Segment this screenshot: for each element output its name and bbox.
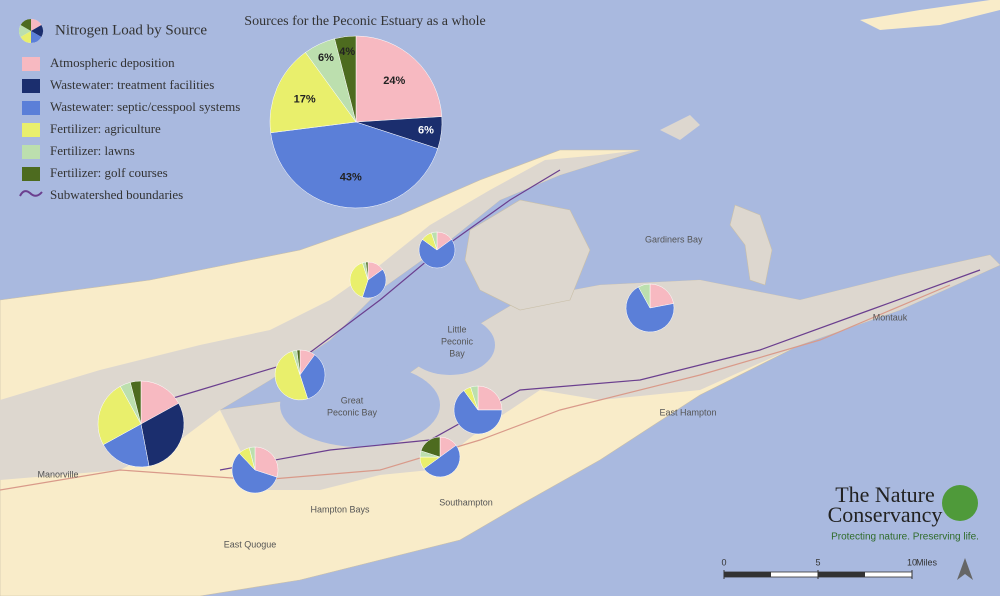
pie-slice (453, 390, 503, 435)
pie-slice (102, 423, 150, 468)
pie-slice (649, 283, 674, 309)
legend-label: Fertilizer: lawns (50, 143, 135, 158)
chart-title: Sources for the Peconic Estuary as a who… (244, 14, 485, 29)
legend-label: Fertilizer: agriculture (50, 121, 161, 136)
place-label: Peconic (441, 336, 474, 346)
legend-icon-slice (20, 19, 31, 31)
place-label: Bay (449, 348, 465, 358)
pie-slice (274, 350, 309, 401)
subwatershed-boundary (99, 169, 561, 421)
legend-swatch (22, 145, 40, 159)
legend-label: Atmospheric deposition (50, 55, 175, 70)
place-label: Montauk (873, 312, 908, 322)
legend-label: Subwatershed boundaries (50, 187, 183, 202)
data-label: 17% (294, 94, 316, 106)
boundary-swatch (19, 190, 43, 197)
legend-icon-slice (20, 31, 31, 43)
north-arrow (957, 558, 973, 580)
logo-mark (942, 485, 978, 521)
pie-slice (140, 402, 185, 467)
pie-slice (130, 380, 142, 425)
place-label: East Quogue (224, 539, 277, 549)
logo-text: The Nature (835, 482, 935, 507)
pie-slice (269, 52, 357, 134)
legend-swatch (22, 101, 40, 115)
place-label: Gardiners Bay (645, 234, 703, 244)
data-label: 24% (383, 75, 405, 87)
scale-unit: Miles (916, 557, 938, 567)
data-label: 6% (418, 125, 434, 137)
pie-slice (231, 452, 278, 494)
legend-label: Wastewater: septic/cesspool systems (50, 99, 240, 114)
gardiners-island (729, 204, 773, 286)
legend-swatch (22, 123, 40, 137)
pie-slice (638, 283, 651, 309)
subwatershed-boundary (219, 269, 981, 471)
scale-label: 5 (815, 557, 820, 567)
scale-segment (724, 572, 771, 577)
place-label: Southampton (439, 497, 493, 507)
pie-slice (355, 35, 443, 123)
legend-icon-slice (31, 19, 42, 31)
logo: The Nature Conservancy Protecting nature… (828, 482, 979, 543)
pie-slice (418, 239, 456, 269)
pie-slice (299, 354, 326, 400)
data-label: 6% (318, 52, 334, 64)
pie-slice (470, 385, 479, 411)
place-label: Peconic Bay (327, 407, 378, 417)
scale-segment (818, 572, 865, 577)
pie-slice (420, 436, 441, 458)
legend-label: Wastewater: treatment facilities (50, 77, 214, 92)
scale-label: 10 (907, 557, 917, 567)
pie-slice (270, 121, 439, 209)
legend-icon-slice (31, 25, 43, 37)
place-label: Little (447, 324, 466, 334)
legend-swatch (22, 167, 40, 181)
place-label: East Hampton (659, 407, 716, 417)
logo-tagline: Protecting nature. Preserving life. (831, 532, 979, 543)
scale-label: 0 (721, 557, 726, 567)
place-label: Great (341, 395, 364, 405)
data-label: 4% (339, 46, 355, 58)
pie-slice (431, 231, 438, 251)
pie-slice (140, 380, 180, 425)
legend-swatch (22, 57, 40, 71)
legend-swatch (22, 79, 40, 93)
pie-slice (334, 35, 357, 123)
pie-slice (477, 385, 503, 411)
pie-slice (296, 349, 301, 376)
road (0, 284, 951, 491)
pie-slice (365, 261, 369, 281)
legend: Nitrogen Load by Source Subwatershed bou… (18, 19, 240, 202)
little-peconic-bay (405, 315, 495, 375)
pie-slice (97, 385, 142, 446)
logo-text: Conservancy (828, 502, 943, 527)
place-label: Hampton Bays (310, 504, 370, 514)
data-label: 43% (340, 172, 362, 184)
pie-slice (423, 444, 461, 478)
pie-slice (248, 446, 256, 471)
legend-icon-slice (31, 31, 42, 43)
shelter-island (464, 199, 591, 311)
connecticut-shore (860, 0, 1000, 30)
legend-title: Nitrogen Load by Source (55, 22, 207, 38)
plum-island (660, 115, 700, 140)
legend-icon-slice (18, 25, 31, 37)
place-label: Manorville (37, 469, 78, 479)
legend-label: Fertilizer: golf courses (50, 165, 168, 180)
pie-slice (362, 269, 387, 299)
pie-slice (254, 446, 279, 478)
pie-slice (349, 262, 369, 298)
pie-slice (625, 286, 675, 333)
